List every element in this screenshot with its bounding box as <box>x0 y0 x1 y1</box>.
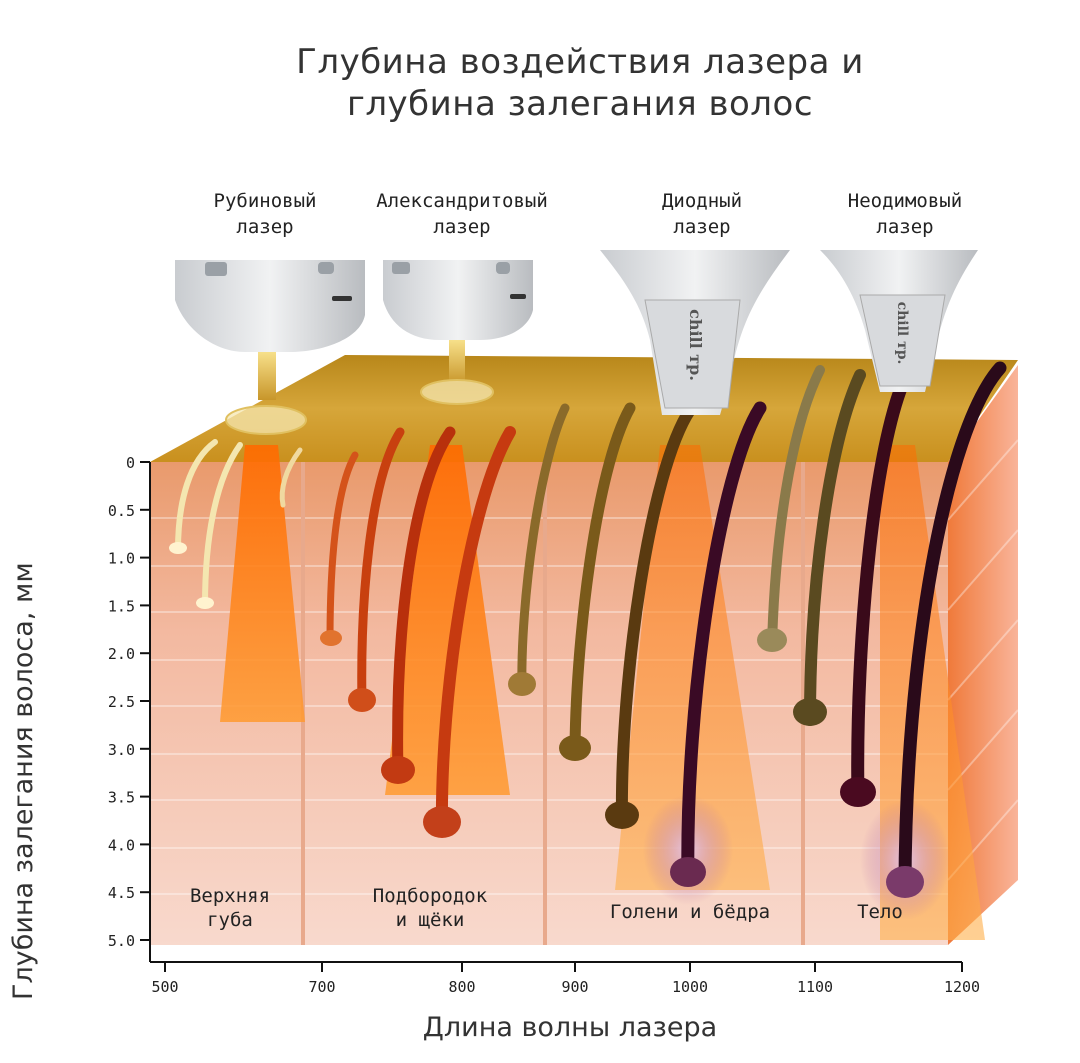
zone-label-chin-line2: и щёки <box>395 909 465 931</box>
zone-label-legs: Голени и бёдра <box>590 900 790 924</box>
skin-block-side <box>948 365 1018 945</box>
laser-label-nd: Неодимовый лазер <box>795 188 1015 240</box>
x-tick-label: 500 <box>151 978 178 996</box>
zone-label-upper-lip: Верхняя губа <box>160 884 300 932</box>
laser-label-nd-line1: Неодимовый <box>847 190 963 212</box>
hair-8 <box>517 403 570 695</box>
zone-label-upper-lip-line2: губа <box>207 909 253 931</box>
hair-14 <box>851 361 917 807</box>
zone-label-legs-line1: Голени и бёдра <box>609 901 771 923</box>
hair-7 <box>435 426 516 836</box>
hair-1 <box>175 439 218 553</box>
laser-label-diode-line2: лазер <box>673 216 731 238</box>
y-tick-label: 4.0 <box>108 836 135 854</box>
zone-label-body-line1: Тело <box>857 901 903 923</box>
zone-label-chin: Подбородок и щёки <box>345 884 515 932</box>
y-tick-label: 3.0 <box>108 741 135 759</box>
hairs <box>175 361 1007 897</box>
laser-label-alexandrite-line2: лазер <box>433 216 491 238</box>
brand-text-nd: chill тр. <box>894 302 910 365</box>
y-tick-label: 1.0 <box>108 550 135 568</box>
brand-text-diode: chill тр. <box>686 309 705 381</box>
y-tick-label: 4.5 <box>108 884 135 902</box>
hair-15 <box>898 361 1007 897</box>
x-axis-label: Длина волны лазера <box>422 1012 718 1043</box>
y-tick-label: 1.5 <box>108 597 135 615</box>
hair-10 <box>615 404 696 826</box>
y-tick-label: 2.5 <box>108 693 135 711</box>
hair-bulbs <box>169 542 924 898</box>
handpiece-alexandrite <box>383 260 533 405</box>
title-line-2: глубина залегания волос <box>346 84 814 124</box>
hair-3 <box>279 447 303 508</box>
y-axis <box>149 462 962 963</box>
hair-5 <box>357 427 405 710</box>
y-tick-label: 5.0 <box>108 932 135 950</box>
laser-label-ruby-line1: Рубиновый <box>213 190 317 212</box>
zone-label-upper-lip-line1: Верхняя <box>189 885 271 907</box>
laser-label-nd-line2: лазер <box>876 216 934 238</box>
laser-label-diode: Диодный лазер <box>592 188 812 240</box>
y-tick-label: 3.5 <box>108 789 135 807</box>
hair-4 <box>326 451 359 644</box>
x-tick-label: 1100 <box>797 978 833 996</box>
beam-alexandrite <box>385 445 510 795</box>
hair-2 <box>202 442 243 608</box>
y-tick-label: 2.0 <box>108 645 135 663</box>
x-axis-ticks: 500 700 800 900 1000 1100 1200 <box>151 962 980 996</box>
handpiece-ruby <box>175 260 365 435</box>
zone-label-chin-line1: Подбородок <box>372 885 488 907</box>
laser-label-diode-line1: Диодный <box>661 190 743 212</box>
x-tick-label: 1000 <box>672 978 708 996</box>
handpiece-nd <box>820 250 978 392</box>
y-axis-ticks: 0 0.5 1.0 1.5 2.0 2.5 3.0 3.5 4.0 4.5 5.0 <box>108 454 150 950</box>
hair-11 <box>681 401 767 887</box>
hair-12 <box>767 365 825 650</box>
laser-label-ruby: Рубиновый лазер <box>155 188 375 240</box>
x-tick-label: 900 <box>561 978 588 996</box>
x-tick-label: 1200 <box>944 978 980 996</box>
laser-label-alexandrite-line1: Александритовый <box>376 190 548 212</box>
hair-13 <box>804 369 866 726</box>
hair-9 <box>569 402 636 761</box>
handpiece-diode <box>600 250 790 415</box>
hair-6 <box>392 426 456 781</box>
y-axis-label: Глубина залегания волоса, мм <box>8 562 39 1000</box>
y-tick-label: 0 <box>126 454 135 472</box>
x-tick-label: 700 <box>308 978 335 996</box>
beam-ruby <box>220 445 305 722</box>
y-tick-label: 0.5 <box>108 502 135 520</box>
zone-label-body: Тело <box>825 900 935 924</box>
laser-label-alexandrite: Александритовый лазер <box>352 188 572 240</box>
x-tick-label: 800 <box>448 978 475 996</box>
laser-label-ruby-line2: лазер <box>236 216 294 238</box>
title-line-1: Глубина воздействия лазера и <box>296 42 864 82</box>
